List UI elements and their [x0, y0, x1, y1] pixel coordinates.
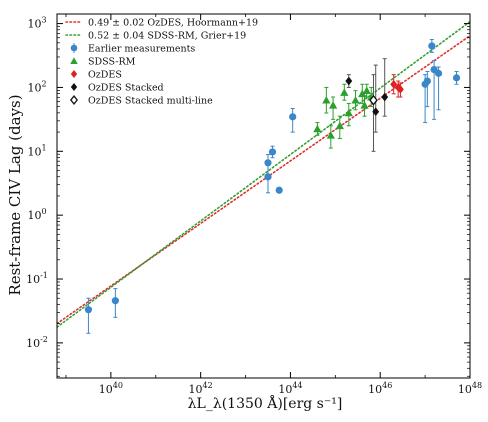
- point-circle-0-6: [289, 113, 297, 121]
- point-diamond-2-2: [396, 85, 404, 94]
- legend-entry-series-4: OzDES Stacked: [70, 83, 164, 94]
- legend-label: SDSS-RM: [88, 57, 136, 68]
- point-circle-0-3: [264, 159, 272, 167]
- y-tick-label: 101: [27, 143, 46, 158]
- point-circle-0-4: [268, 148, 277, 156]
- legend-entry-fit-1: 0.49 ± 0.02 OzDES, Hoormann+19: [65, 18, 258, 29]
- errorbar-3-2: [382, 58, 387, 117]
- errorbar-0-8: [425, 70, 430, 108]
- y-tick-label: 100: [27, 207, 46, 222]
- y-tick-label: 103: [27, 16, 46, 31]
- legend-swatch: [69, 94, 79, 106]
- point-triangle-1-1: [322, 96, 331, 104]
- point-circle-0-11: [434, 69, 443, 77]
- x-axis-label: λL_λ(1350 Å)[erg s⁻¹]: [188, 394, 343, 412]
- point-triangle-1-6: [344, 108, 353, 117]
- legend-swatch: [70, 70, 78, 78]
- legend-label: OzDES Stacked multi-line: [88, 96, 213, 107]
- legend-swatch: [70, 57, 78, 65]
- point-diamond-3-1: [372, 107, 380, 117]
- point-circle-0-0: [84, 306, 93, 314]
- x-tick-label: 1048: [458, 381, 482, 396]
- point-triangle-1-10: [362, 86, 371, 94]
- errorbar-0-0: [86, 297, 91, 334]
- point-triangle-1-9: [360, 101, 369, 109]
- y-tick-label: 10-1: [26, 271, 48, 286]
- legend-label: 0.52 ± 0.04 SDSS-RM, Grier+19: [88, 31, 246, 42]
- x-tick-label: 1040: [99, 381, 123, 396]
- x-tick-label: 1044: [278, 381, 302, 396]
- y-tick-label: 10-2: [26, 335, 48, 350]
- legend-entry-series-5: OzDES Stacked multi-line: [69, 94, 213, 107]
- point-diamond-2-0: [390, 79, 398, 89]
- legend-swatch: [70, 83, 78, 91]
- axes: 1040 1042 1044 1046 1048 10-2 10-1 100 101 102 103: [26, 13, 482, 396]
- point-circle-0-12: [452, 74, 461, 82]
- legend-entry-series-2: SDSS-RM: [70, 57, 136, 68]
- x-tick-label: 1042: [189, 381, 213, 396]
- point-triangle-1-4: [335, 121, 344, 130]
- legend-label: OzDES Stacked: [88, 83, 164, 94]
- y-axis-label: Rest-frame CIV Lag (days): [6, 94, 24, 295]
- point-diamond-3-2: [381, 92, 389, 102]
- legend-swatch: [70, 44, 78, 52]
- fit-lines: [57, 20, 470, 328]
- y-tick-label: 102: [27, 79, 46, 94]
- point-diamond-open-4-0: [369, 94, 378, 106]
- point-triangle-1-8: [358, 89, 367, 98]
- point-circle-0-5: [275, 186, 283, 194]
- point-triangle-1-5: [340, 88, 349, 96]
- data-markers: [84, 42, 461, 314]
- point-diamond-2-1: [394, 83, 402, 92]
- x-tick-label: 1046: [368, 381, 392, 396]
- point-triangle-1-0: [313, 124, 322, 133]
- fit-line-2: [57, 20, 470, 328]
- legend: 0.49 ± 0.02 OzDES, Hoormann+19 0.52 ± 0.0…: [65, 18, 258, 107]
- legend-label: OzDES: [88, 70, 122, 81]
- legend-label: Earlier measurements: [88, 44, 195, 55]
- point-triangle-1-3: [328, 101, 338, 109]
- point-circle-0-2: [264, 173, 272, 181]
- legend-entry-fit-2: 0.52 ± 0.04 SDSS-RM, Grier+19: [65, 31, 246, 42]
- point-triangle-1-2: [326, 131, 335, 139]
- point-circle-0-9: [428, 42, 436, 50]
- legend-entry-series-3: OzDES: [70, 70, 122, 81]
- legend-label: 0.49 ± 0.02 OzDES, Hoormann+19: [88, 18, 258, 29]
- point-triangle-1-7: [351, 96, 360, 104]
- point-diamond-3-0: [345, 76, 353, 86]
- point-circle-0-8: [423, 77, 431, 85]
- legend-entry-series-1: Earlier measurements: [70, 43, 195, 55]
- point-circle-0-1: [111, 297, 119, 305]
